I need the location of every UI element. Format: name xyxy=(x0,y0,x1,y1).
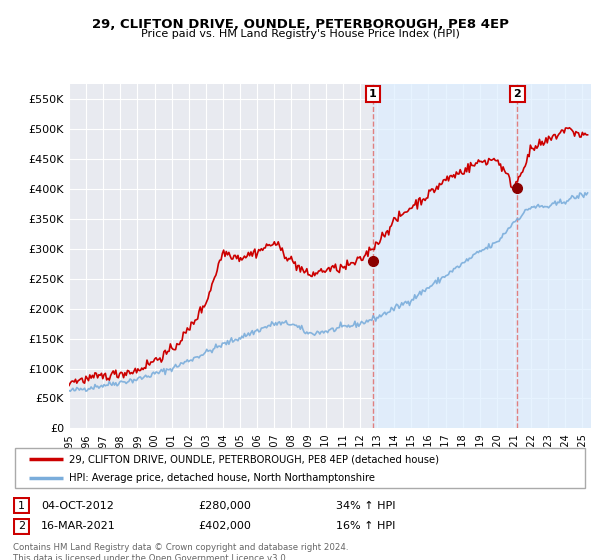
Text: 04-OCT-2012: 04-OCT-2012 xyxy=(41,501,113,511)
Text: Contains HM Land Registry data © Crown copyright and database right 2024.
This d: Contains HM Land Registry data © Crown c… xyxy=(13,543,349,560)
FancyBboxPatch shape xyxy=(14,498,29,513)
Text: £402,000: £402,000 xyxy=(198,521,251,531)
FancyBboxPatch shape xyxy=(15,448,585,488)
FancyBboxPatch shape xyxy=(14,519,29,534)
Text: HPI: Average price, detached house, North Northamptonshire: HPI: Average price, detached house, Nort… xyxy=(69,473,375,483)
Text: 16% ↑ HPI: 16% ↑ HPI xyxy=(336,521,395,531)
Bar xyxy=(373,84,591,428)
Text: £280,000: £280,000 xyxy=(198,501,251,511)
Text: 2: 2 xyxy=(18,521,25,531)
Text: 2: 2 xyxy=(514,89,521,99)
Text: 1: 1 xyxy=(369,89,377,99)
Text: 16-MAR-2021: 16-MAR-2021 xyxy=(41,521,116,531)
Text: 1: 1 xyxy=(18,501,25,511)
Text: 34% ↑ HPI: 34% ↑ HPI xyxy=(336,501,395,511)
Text: Price paid vs. HM Land Registry's House Price Index (HPI): Price paid vs. HM Land Registry's House … xyxy=(140,29,460,39)
Text: 29, CLIFTON DRIVE, OUNDLE, PETERBOROUGH, PE8 4EP: 29, CLIFTON DRIVE, OUNDLE, PETERBOROUGH,… xyxy=(92,18,508,31)
Text: 29, CLIFTON DRIVE, OUNDLE, PETERBOROUGH, PE8 4EP (detached house): 29, CLIFTON DRIVE, OUNDLE, PETERBOROUGH,… xyxy=(69,454,439,464)
